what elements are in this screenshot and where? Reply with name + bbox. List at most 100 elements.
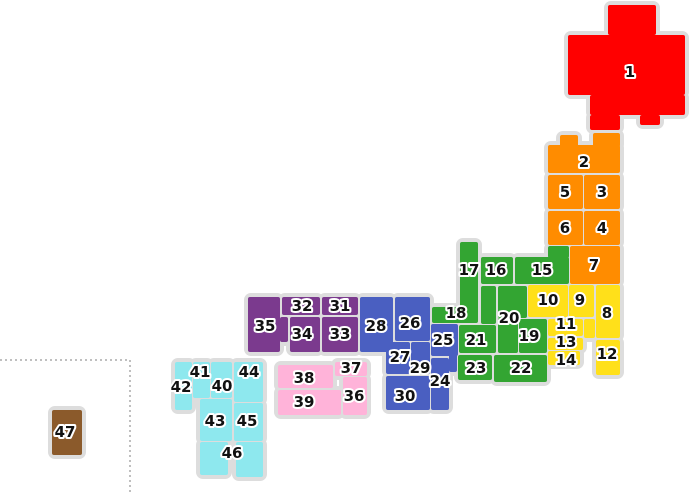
prefecture-shape[interactable] bbox=[175, 362, 192, 410]
prefecture-shape[interactable] bbox=[322, 317, 358, 352]
prefecture-14[interactable] bbox=[548, 351, 580, 365]
prefecture-23[interactable] bbox=[458, 355, 492, 380]
prefecture-12[interactable] bbox=[596, 340, 620, 375]
prefecture-shape[interactable] bbox=[596, 340, 620, 375]
prefecture-shape[interactable] bbox=[560, 135, 578, 147]
prefecture-shape[interactable] bbox=[290, 317, 320, 352]
prefecture-20[interactable] bbox=[498, 286, 527, 353]
prefecture-shape[interactable] bbox=[234, 403, 263, 441]
prefecture-shape[interactable] bbox=[458, 355, 492, 380]
prefecture-40[interactable] bbox=[211, 362, 232, 398]
prefecture-25[interactable] bbox=[431, 324, 458, 356]
prefecture-shape[interactable] bbox=[640, 115, 660, 125]
prefecture-shape[interactable] bbox=[431, 324, 458, 356]
prefecture-shape[interactable] bbox=[431, 358, 449, 410]
prefecture-3[interactable] bbox=[584, 175, 620, 209]
prefecture-shape[interactable] bbox=[570, 246, 620, 284]
prefecture-24[interactable] bbox=[431, 352, 457, 410]
prefecture-37[interactable] bbox=[335, 362, 367, 376]
prefecture-shape[interactable] bbox=[548, 175, 583, 209]
prefecture-shape[interactable] bbox=[460, 242, 478, 322]
prefecture-shape[interactable] bbox=[449, 352, 457, 372]
prefecture-shape[interactable] bbox=[596, 285, 620, 338]
prefecture-shape[interactable] bbox=[278, 365, 333, 388]
prefecture-38[interactable] bbox=[278, 365, 333, 388]
prefecture-26[interactable] bbox=[395, 297, 430, 341]
prefecture-shape[interactable] bbox=[200, 399, 232, 441]
prefecture-shape[interactable] bbox=[584, 175, 620, 209]
prefecture-shape[interactable] bbox=[236, 442, 263, 477]
prefecture-shape[interactable] bbox=[411, 342, 430, 374]
prefecture-shape[interactable] bbox=[584, 211, 620, 245]
prefecture-shape[interactable] bbox=[282, 297, 320, 315]
prefecture-shape[interactable] bbox=[568, 35, 685, 95]
prefecture-shape[interactable] bbox=[590, 95, 685, 115]
prefecture-16[interactable] bbox=[481, 257, 513, 284]
prefecture-shape[interactable] bbox=[360, 297, 393, 352]
prefecture-22[interactable] bbox=[494, 355, 547, 382]
prefecture-shape[interactable] bbox=[519, 319, 547, 353]
prefecture-shape[interactable] bbox=[278, 390, 341, 415]
prefecture-18[interactable] bbox=[432, 307, 478, 323]
prefecture-shape[interactable] bbox=[528, 285, 568, 317]
prefecture-shape[interactable] bbox=[395, 297, 430, 341]
prefecture-shape[interactable] bbox=[481, 257, 513, 284]
prefecture-shape[interactable] bbox=[498, 318, 518, 353]
prefecture-shape[interactable] bbox=[322, 297, 358, 315]
prefecture-2[interactable] bbox=[548, 133, 620, 173]
prefecture-shape[interactable] bbox=[548, 351, 580, 365]
prefecture-21[interactable] bbox=[459, 286, 496, 353]
prefecture-44[interactable] bbox=[234, 362, 263, 402]
prefecture-shape[interactable] bbox=[590, 115, 620, 130]
prefecture-17[interactable] bbox=[460, 242, 478, 322]
prefecture-shape[interactable] bbox=[498, 286, 527, 318]
prefecture-45[interactable] bbox=[234, 403, 263, 441]
prefecture-shape[interactable] bbox=[459, 325, 496, 353]
prefecture-47[interactable] bbox=[52, 410, 82, 455]
prefecture-shape[interactable] bbox=[343, 377, 367, 415]
prefecture-34[interactable] bbox=[290, 317, 320, 352]
prefecture-39[interactable] bbox=[278, 390, 341, 415]
prefecture-31[interactable] bbox=[322, 297, 358, 315]
prefecture-30[interactable] bbox=[386, 376, 430, 410]
prefecture-shape[interactable] bbox=[211, 362, 232, 398]
prefecture-15[interactable] bbox=[515, 246, 569, 284]
prefecture-8[interactable] bbox=[596, 285, 620, 338]
prefecture-shape[interactable] bbox=[432, 307, 478, 323]
prefecture-4[interactable] bbox=[584, 211, 620, 245]
prefecture-9[interactable] bbox=[569, 285, 594, 317]
prefecture-shape[interactable] bbox=[548, 246, 569, 258]
prefecture-shape[interactable] bbox=[593, 133, 620, 147]
prefecture-29[interactable] bbox=[411, 342, 430, 374]
prefecture-shape[interactable] bbox=[548, 211, 583, 245]
prefecture-shape[interactable] bbox=[200, 442, 228, 475]
prefecture-shape[interactable] bbox=[386, 376, 430, 410]
prefecture-19[interactable] bbox=[519, 319, 547, 353]
prefecture-10[interactable] bbox=[528, 285, 568, 317]
prefecture-shape[interactable] bbox=[248, 297, 280, 352]
prefecture-shape[interactable] bbox=[335, 362, 367, 376]
prefecture-35[interactable] bbox=[248, 297, 288, 352]
prefecture-42[interactable] bbox=[175, 362, 192, 410]
prefecture-shape[interactable] bbox=[234, 362, 263, 402]
prefecture-33[interactable] bbox=[322, 317, 358, 352]
prefecture-shape[interactable] bbox=[280, 317, 288, 342]
prefecture-6[interactable] bbox=[548, 211, 583, 245]
prefecture-shape[interactable] bbox=[569, 285, 594, 317]
prefecture-11[interactable] bbox=[548, 319, 595, 338]
prefecture-41[interactable] bbox=[193, 362, 210, 398]
prefecture-shape[interactable] bbox=[584, 319, 595, 338]
prefecture-32[interactable] bbox=[282, 297, 320, 315]
prefecture-shape[interactable] bbox=[548, 338, 583, 350]
prefecture-36[interactable] bbox=[343, 377, 367, 415]
prefecture-28[interactable] bbox=[360, 297, 393, 352]
prefecture-shape[interactable] bbox=[515, 257, 569, 284]
prefecture-5[interactable] bbox=[548, 175, 583, 209]
prefecture-7[interactable] bbox=[570, 246, 620, 284]
prefecture-43[interactable] bbox=[200, 399, 232, 441]
prefecture-1[interactable] bbox=[568, 5, 685, 130]
prefecture-shape[interactable] bbox=[52, 410, 82, 455]
prefecture-shape[interactable] bbox=[608, 5, 656, 35]
prefecture-shape[interactable] bbox=[494, 355, 547, 382]
prefecture-shape[interactable] bbox=[481, 286, 496, 324]
